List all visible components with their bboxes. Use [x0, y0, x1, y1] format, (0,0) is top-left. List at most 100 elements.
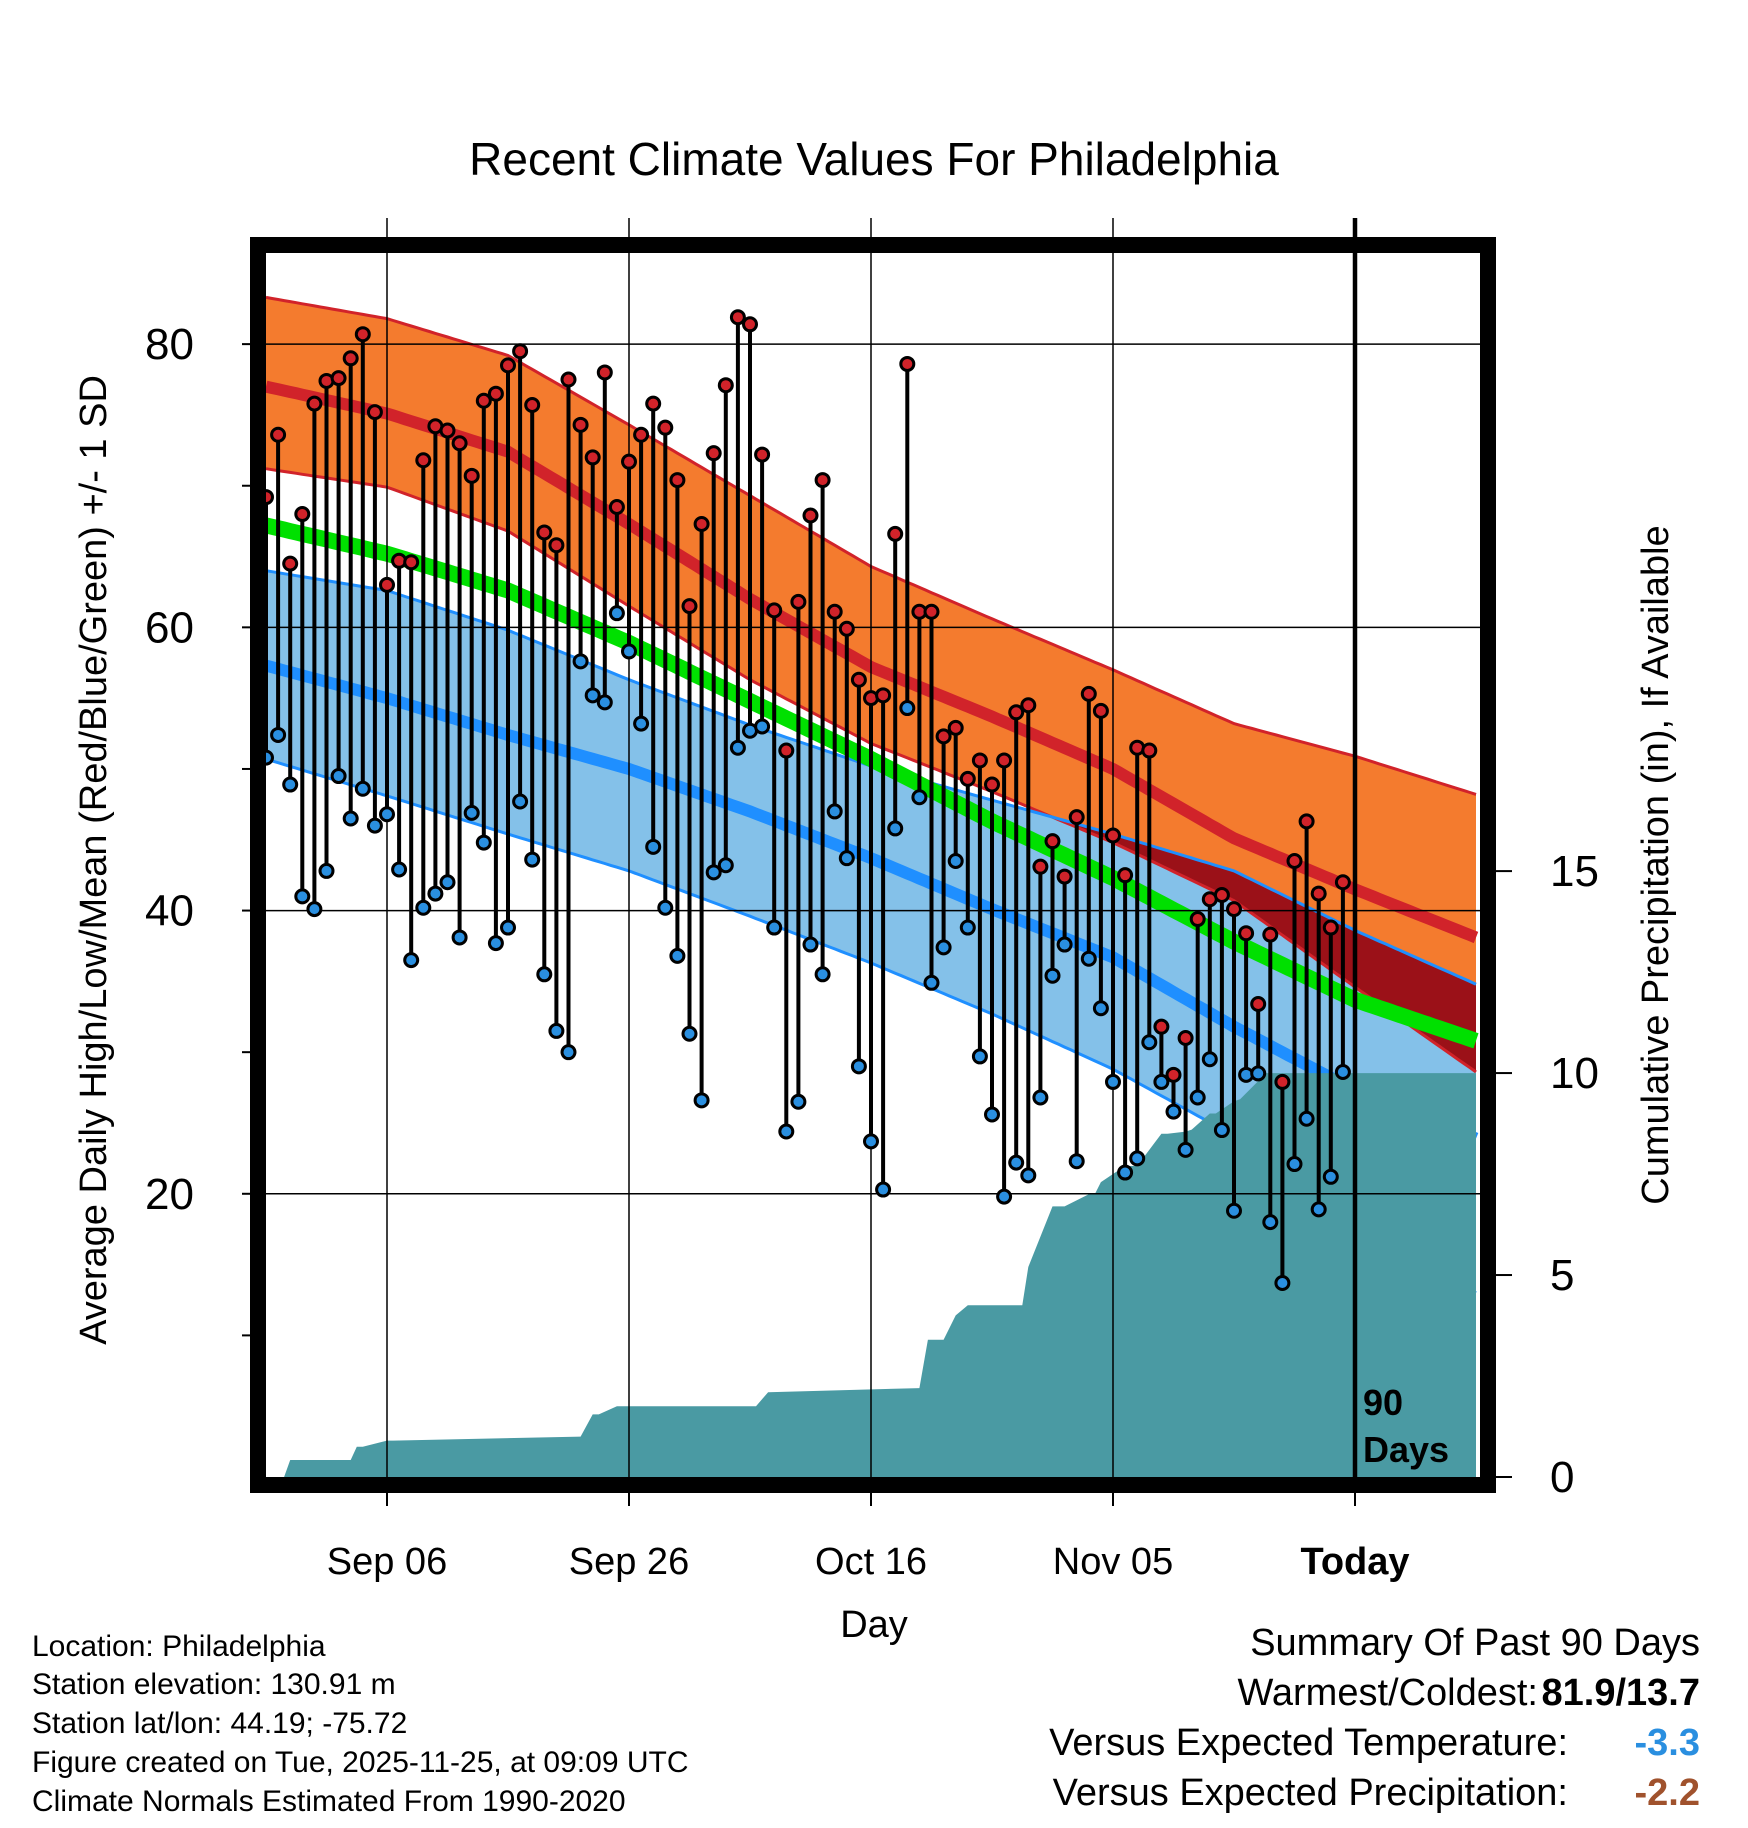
daily-high-point [1153, 1018, 1170, 1035]
daily-high-point [887, 525, 904, 542]
daily-low-point [1262, 1214, 1279, 1231]
daily-low-point [971, 1048, 988, 1065]
daily-high-point [935, 728, 952, 745]
daily-high-point [524, 397, 541, 414]
daily-low-point [1044, 967, 1061, 984]
daily-low-point [947, 853, 964, 869]
daily-high-point [536, 524, 553, 541]
daily-low-point [536, 966, 553, 983]
daily-high-point [403, 554, 420, 571]
daily-high-point [379, 576, 395, 593]
daily-low-point [318, 862, 335, 879]
daily-high-point [1238, 925, 1255, 942]
daily-low-point [1020, 1167, 1037, 1184]
daily-low-point [294, 888, 311, 905]
daily-high-point [729, 309, 746, 326]
daily-low-point [366, 817, 383, 834]
daily-low-point [935, 939, 952, 956]
daily-high-point [1213, 886, 1230, 903]
daily-high-point [572, 416, 589, 433]
daily-low-point [621, 643, 637, 660]
daily-low-point [1189, 1089, 1206, 1106]
daily-low-point [415, 899, 432, 916]
daily-high-point [693, 515, 710, 532]
daily-high-point [826, 603, 843, 620]
footer-location: Location: Philadelphia [32, 1630, 326, 1663]
daily-high-point [984, 776, 1000, 793]
daily-high-point [270, 426, 287, 443]
daily-low-point [391, 861, 408, 878]
daily-low-point [1250, 1065, 1267, 1082]
daily-high-point [971, 752, 988, 769]
plot-frame [250, 237, 1496, 1493]
daily-low-point [887, 820, 904, 837]
daily-high-point [282, 555, 299, 572]
daily-low-point [754, 718, 771, 735]
daily-high-point [814, 472, 831, 489]
daily-high-point [1165, 1066, 1182, 1083]
daily-high-point [766, 602, 783, 619]
x-tick-label: Today [1300, 1541, 1409, 1583]
daily-low-point [451, 929, 468, 946]
y-tick-label: 20 [145, 1170, 194, 1219]
daily-low-point [1068, 1153, 1085, 1170]
y-tick-label: 60 [145, 603, 194, 652]
daily-high-point [584, 449, 601, 466]
daily-low-point [1056, 936, 1073, 953]
daily-low-point [1274, 1274, 1291, 1291]
daily-high-point [923, 603, 940, 620]
daily-low-point [548, 1022, 565, 1039]
daily-high-point [366, 404, 383, 421]
daily-low-point [1201, 1051, 1218, 1068]
daily-high-point [1274, 1073, 1291, 1090]
daily-low-point [379, 806, 395, 823]
daily-high-point [354, 326, 371, 343]
daily-high-point [681, 598, 698, 615]
daily-high-point [1092, 702, 1109, 719]
daily-low-point [923, 974, 940, 991]
y2-tick-label: 15 [1550, 847, 1599, 896]
daily-high-point [717, 377, 734, 394]
daily-low-point [439, 874, 456, 891]
daily-high-point [1044, 833, 1061, 850]
footer-elevation: Station elevation: 130.91 m [32, 1668, 396, 1701]
precip-area [266, 1073, 1476, 1479]
daily-high-point [1310, 885, 1327, 902]
today-days-word: Days [1363, 1429, 1449, 1470]
daily-low-point [1129, 1150, 1146, 1167]
daily-high-point [1056, 868, 1073, 885]
daily-high-point [439, 422, 456, 439]
daily-low-point [1213, 1122, 1230, 1139]
daily-high-point [475, 392, 492, 409]
daily-low-point [596, 694, 613, 711]
summary-warm-cold-value: 81.9/13.7 [1541, 1672, 1700, 1714]
daily-high-point [1008, 704, 1025, 721]
daily-low-point [838, 850, 855, 867]
daily-high-point [1105, 827, 1121, 844]
daily-low-point [850, 1058, 867, 1075]
daily-low-point [705, 864, 722, 881]
x-tick-label: Nov 05 [1053, 1541, 1173, 1583]
y-tick-label: 40 [145, 887, 194, 936]
daily-high-point [959, 770, 976, 787]
daily-low-point [487, 935, 504, 952]
daily-low-point [1177, 1141, 1194, 1158]
y2-tick-label: 0 [1550, 1453, 1574, 1502]
daily-low-point [1298, 1110, 1315, 1127]
x-tick-label: Sep 26 [569, 1541, 689, 1583]
summary-warm-cold-label: Warmest/Coldest: [1237, 1672, 1538, 1714]
daily-high-point [742, 316, 758, 333]
footer-latlon: Station lat/lon: 44.19; -75.72 [32, 1707, 408, 1740]
daily-low-point [1334, 1063, 1351, 1080]
daily-low-point [1153, 1073, 1170, 1090]
plot-overlay: 90 Days [258, 218, 1484, 1485]
today-days-number: 90 [1363, 1382, 1403, 1423]
daily-high-point [608, 498, 625, 515]
daily-high-point [1226, 901, 1242, 918]
summary-temp-value: -3.3 [1634, 1722, 1700, 1764]
daily-high-point [1177, 1030, 1194, 1047]
daily-high-point [415, 452, 432, 469]
daily-low-point [657, 899, 674, 916]
daily-high-point [1080, 685, 1097, 702]
daily-low-point [512, 793, 529, 810]
